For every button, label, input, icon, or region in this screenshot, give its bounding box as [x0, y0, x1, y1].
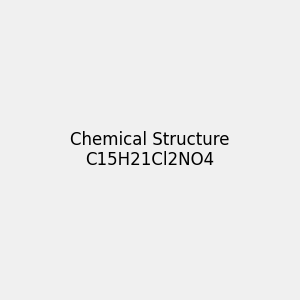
Text: Chemical Structure
C15H21Cl2NO4: Chemical Structure C15H21Cl2NO4	[70, 130, 230, 170]
